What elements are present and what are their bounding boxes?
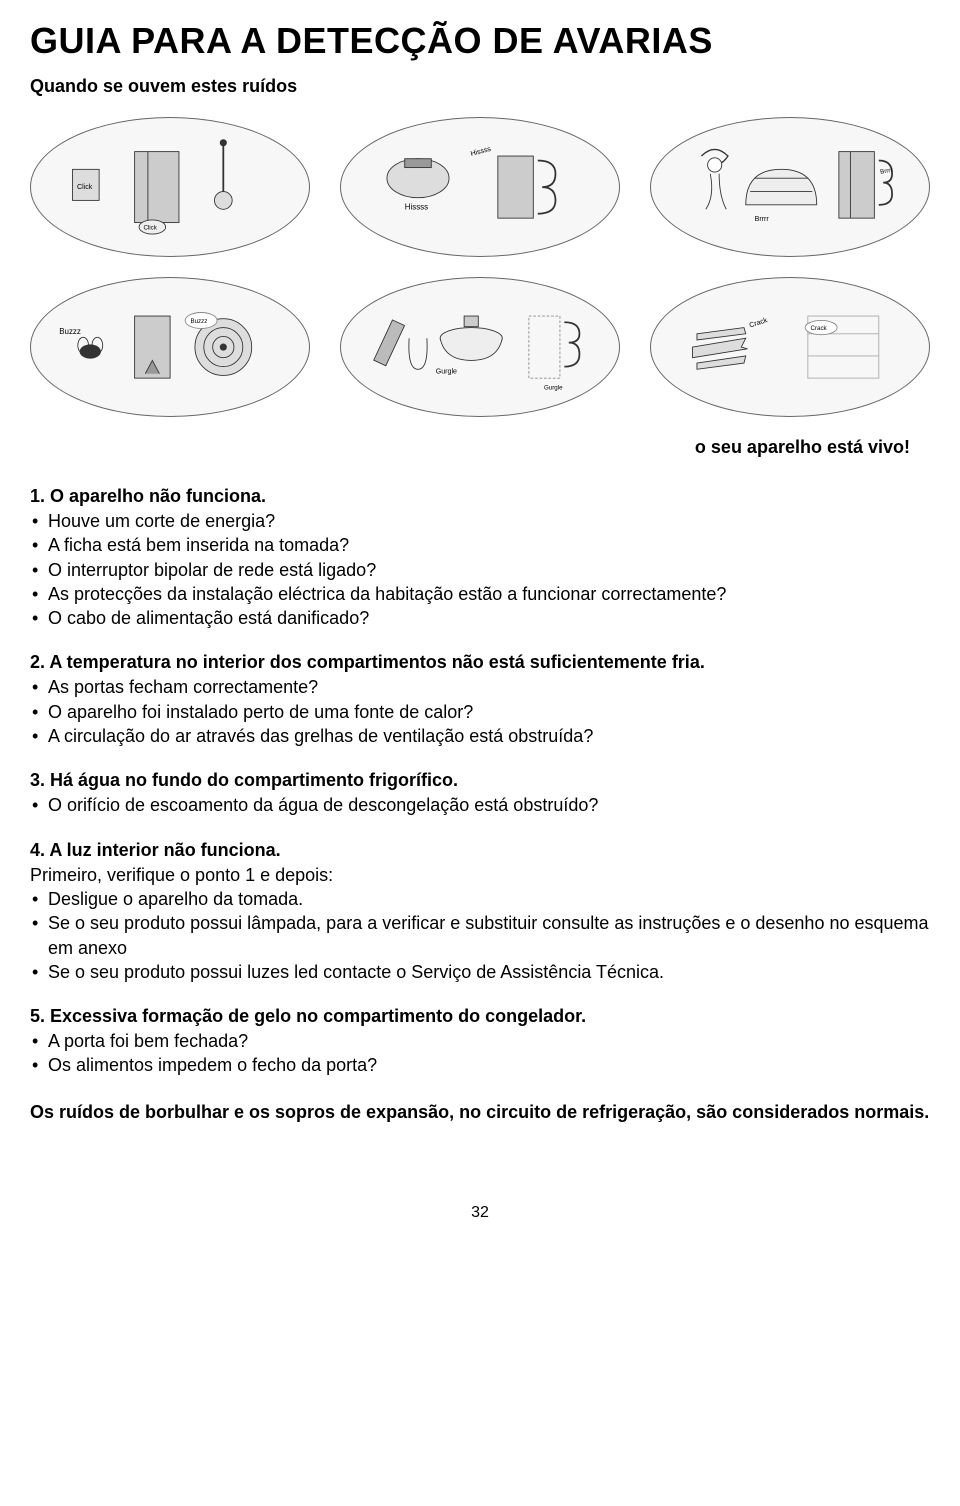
diagram-brrr: Brrrr Brrrr [650, 117, 930, 257]
diagram-click: Click Click [30, 117, 310, 257]
list-item: A ficha está bem inserida na tomada? [30, 533, 930, 557]
label-buzz-2: Buzzz [190, 318, 207, 325]
section-1-list: Houve um corte de energia? A ficha está … [30, 509, 930, 630]
list-item: Se o seu produto possui luzes led contac… [30, 960, 930, 984]
list-item: Desligue o aparelho da tomada. [30, 887, 930, 911]
label-crack-2: Crack [810, 325, 827, 332]
list-item: O interruptor bipolar de rede está ligad… [30, 558, 930, 582]
list-item: As portas fecham correctamente? [30, 675, 930, 699]
section-3-list: O orifício de escoamento da água de desc… [30, 793, 930, 817]
label-brrr-2: Brrrr [880, 167, 893, 176]
diagram-crack: Crack Crack [650, 277, 930, 417]
section-3-heading: 3. Há água no fundo do compartimento fri… [30, 770, 930, 791]
list-item: O aparelho foi instalado perto de uma fo… [30, 700, 930, 724]
diagram-row-1: Click Click Hissss Hissss Brrrr [30, 117, 930, 257]
final-note: Os ruídos de borbulhar e os sopros de ex… [30, 1100, 930, 1124]
section-3: 3. Há água no fundo do compartimento fri… [30, 770, 930, 817]
section-5-list: A porta foi bem fechada? Os alimentos im… [30, 1029, 930, 1078]
label-crack-1: Crack [748, 316, 768, 329]
diagram-gurgle: Gurgle Gurgle [340, 277, 620, 417]
list-item: Houve um corte de energia? [30, 509, 930, 533]
section-1-heading: 1. O aparelho não funciona. [30, 486, 930, 507]
list-item: O cabo de alimentação está danificado? [30, 606, 930, 630]
section-2-list: As portas fecham correctamente? O aparel… [30, 675, 930, 748]
section-5-heading: 5. Excessiva formação de gelo no compart… [30, 1006, 930, 1027]
section-4-heading: 4. A luz interior não funciona. [30, 840, 930, 861]
list-item: Se o seu produto possui lâmpada, para a … [30, 911, 930, 960]
label-click-1: Click [77, 183, 93, 191]
diagram-hiss: Hissss Hissss [340, 117, 620, 257]
diagram-row-2: Buzzz Buzzz Gurgle Gurgle [30, 277, 930, 417]
list-item: A porta foi bem fechada? [30, 1029, 930, 1053]
list-item: As protecções da instalação eléctrica da… [30, 582, 930, 606]
label-hiss-1: Hissss [405, 202, 428, 211]
label-click-2: Click [143, 225, 157, 232]
list-item: O orifício de escoamento da água de desc… [30, 793, 930, 817]
list-item: A circulação do ar através das grelhas d… [30, 724, 930, 748]
section-2: 2. A temperatura no interior dos compart… [30, 652, 930, 748]
list-item: Os alimentos impedem o fecho da porta? [30, 1053, 930, 1077]
label-gurgle-1: Gurgle [436, 368, 457, 376]
section-2-heading: 2. A temperatura no interior dos compart… [30, 652, 930, 673]
label-brrr-1: Brrrr [755, 215, 770, 223]
page-subtitle: Quando se ouvem estes ruídos [30, 76, 930, 97]
label-gurgle-2: Gurgle [544, 385, 563, 392]
section-5: 5. Excessiva formação de gelo no compart… [30, 1006, 930, 1078]
section-4: 4. A luz interior não funciona. Primeiro… [30, 840, 930, 984]
section-1: 1. O aparelho não funciona. Houve um cor… [30, 486, 930, 630]
section-4-intro: Primeiro, verifique o ponto 1 e depois: [30, 863, 930, 887]
page-title: GUIA PARA A DETECÇÃO DE AVARIAS [30, 20, 930, 62]
vivo-text: o seu aparelho está vivo! [30, 437, 910, 458]
label-hiss-2: Hissss [470, 145, 493, 158]
section-4-list: Desligue o aparelho da tomada. Se o seu … [30, 887, 930, 984]
diagram-buzz: Buzzz Buzzz [30, 277, 310, 417]
label-buzz-1: Buzzz [59, 327, 81, 336]
page-number: 32 [30, 1204, 930, 1222]
